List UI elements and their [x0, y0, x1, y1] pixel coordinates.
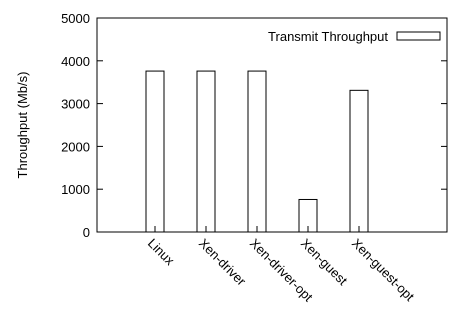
x-tick-label: Linux: [145, 236, 178, 269]
y-axis-title: Throughput (Mb/s): [15, 72, 30, 179]
y-tick-label: 3000: [61, 97, 90, 112]
plot-frame: [96, 17, 448, 233]
x-tick-label: Xen-driver: [196, 236, 249, 289]
x-tick-label: Xen-guest: [298, 236, 351, 289]
legend: Transmit Throughput: [268, 29, 441, 44]
x-tick-label: Xen-guest-opt: [349, 236, 418, 305]
y-tick-label: 0: [83, 225, 90, 240]
y-tick-label: 1000: [61, 182, 90, 197]
y-axis-ticks: 0 1000 2000 3000 4000 5000: [61, 11, 447, 240]
bar-xen-driver: [196, 70, 216, 233]
legend-swatch: [396, 31, 441, 41]
legend-label: Transmit Throughput: [268, 29, 388, 44]
bar-linux: [145, 70, 165, 233]
bars-group: [145, 70, 369, 233]
y-tick-label: 5000: [61, 11, 90, 26]
y-tick-label: 2000: [61, 139, 90, 154]
bar-xen-guest-opt: [349, 89, 369, 233]
y-tick-label: 4000: [61, 54, 90, 69]
bar-xen-driver-opt: [247, 70, 267, 233]
x-axis-tick-labels: Linux Xen-driverXen-driver-optXen-guestXe…: [145, 226, 418, 305]
